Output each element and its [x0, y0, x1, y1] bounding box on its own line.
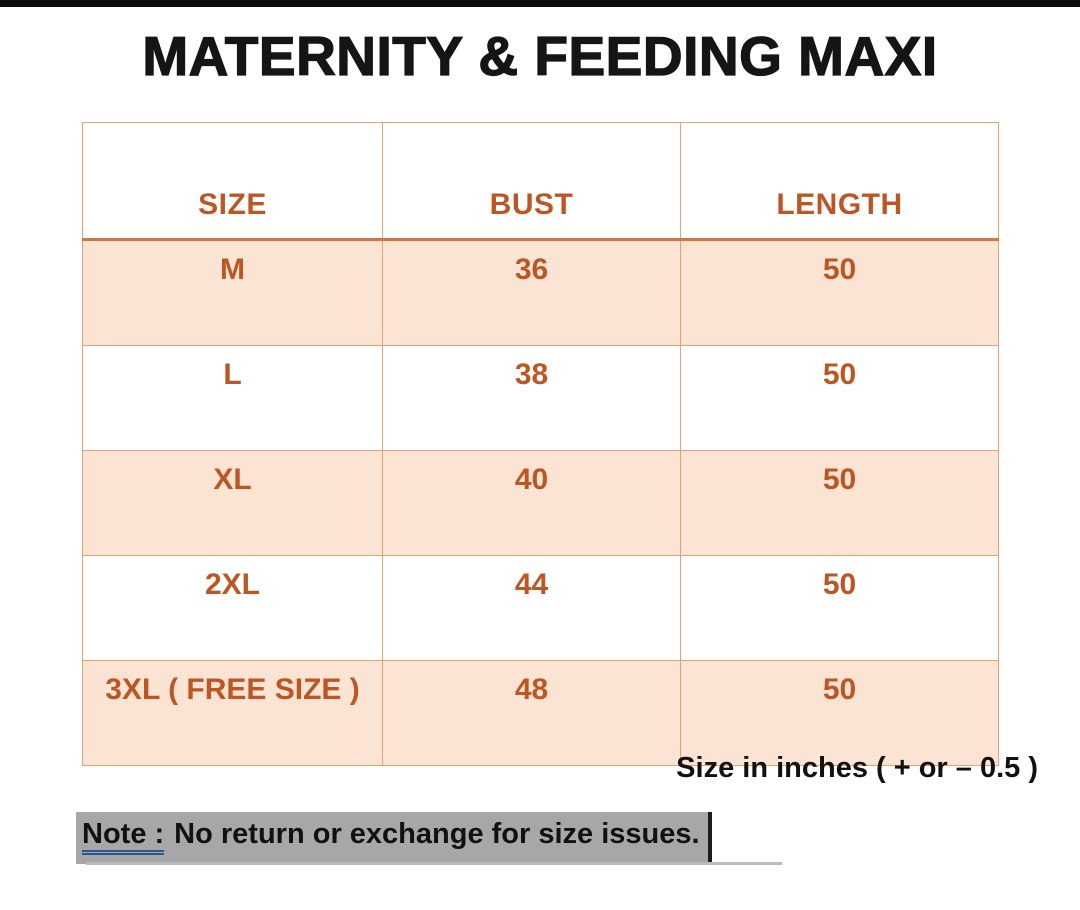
header-length: LENGTH	[680, 122, 999, 241]
page-title: MATERNITY & FEEDING MAXI	[142, 24, 938, 87]
cell-length: 50	[680, 345, 999, 451]
cell-bust: 40	[382, 450, 681, 556]
cell-size: M	[82, 239, 383, 346]
cell-bust: 36	[382, 239, 681, 346]
table-header-row: SIZE BUST LENGTH	[82, 122, 999, 241]
top-black-bar	[0, 0, 1080, 7]
cell-bust: 48	[382, 660, 681, 766]
header-size: SIZE	[82, 122, 383, 241]
cell-size: 3XL ( FREE SIZE )	[82, 660, 383, 766]
cell-bust: 38	[382, 345, 681, 451]
table-row: 2XL 44 50	[82, 555, 999, 661]
cell-length: 50	[680, 660, 999, 766]
header-bust: BUST	[382, 122, 681, 241]
units-footnote: Size in inches ( + or – 0.5 )	[676, 752, 1038, 784]
cell-size: XL	[82, 450, 383, 556]
note-label: Note :	[82, 819, 165, 856]
return-policy-note: Note : No return or exchange for size iss…	[76, 812, 712, 865]
cell-size: 2XL	[82, 555, 383, 661]
table-row: M 36 50	[82, 239, 999, 346]
cell-size: L	[82, 345, 383, 451]
cell-length: 50	[680, 555, 999, 661]
cell-length: 50	[680, 239, 999, 346]
cell-bust: 44	[382, 555, 681, 661]
note-text: No return or exchange for size issues.	[174, 818, 700, 850]
note-shadow-line	[86, 862, 782, 865]
table-row: 3XL ( FREE SIZE ) 48 50	[82, 660, 999, 766]
size-chart-table: SIZE BUST LENGTH M 36 50 L 38 50 XL 40 5…	[82, 122, 999, 766]
table-row: XL 40 50	[82, 450, 999, 556]
cell-length: 50	[680, 450, 999, 556]
table-row: L 38 50	[82, 345, 999, 451]
